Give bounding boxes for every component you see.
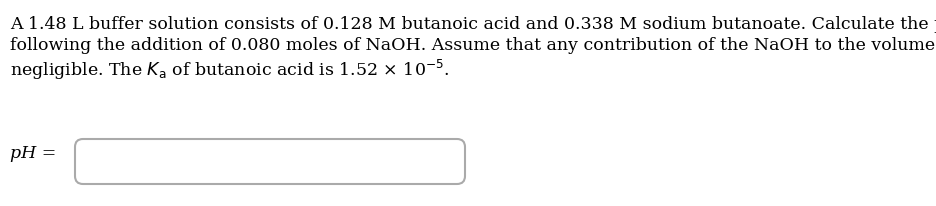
Text: A 1.48 L buffer solution consists of 0.128 M butanoic acid and 0.338 M sodium bu: A 1.48 L buffer solution consists of 0.1… bbox=[10, 16, 936, 33]
FancyBboxPatch shape bbox=[75, 139, 465, 184]
Text: pH =: pH = bbox=[10, 144, 56, 161]
Text: negligible. The $\mathit{K}_{\mathrm{a}}$ of butanoic acid is 1.52 × 10$^{-5}$.: negligible. The $\mathit{K}_{\mathrm{a}}… bbox=[10, 58, 449, 82]
Text: following the addition of 0.080 moles of NaOH. Assume that any contribution of t: following the addition of 0.080 moles of… bbox=[10, 37, 936, 54]
